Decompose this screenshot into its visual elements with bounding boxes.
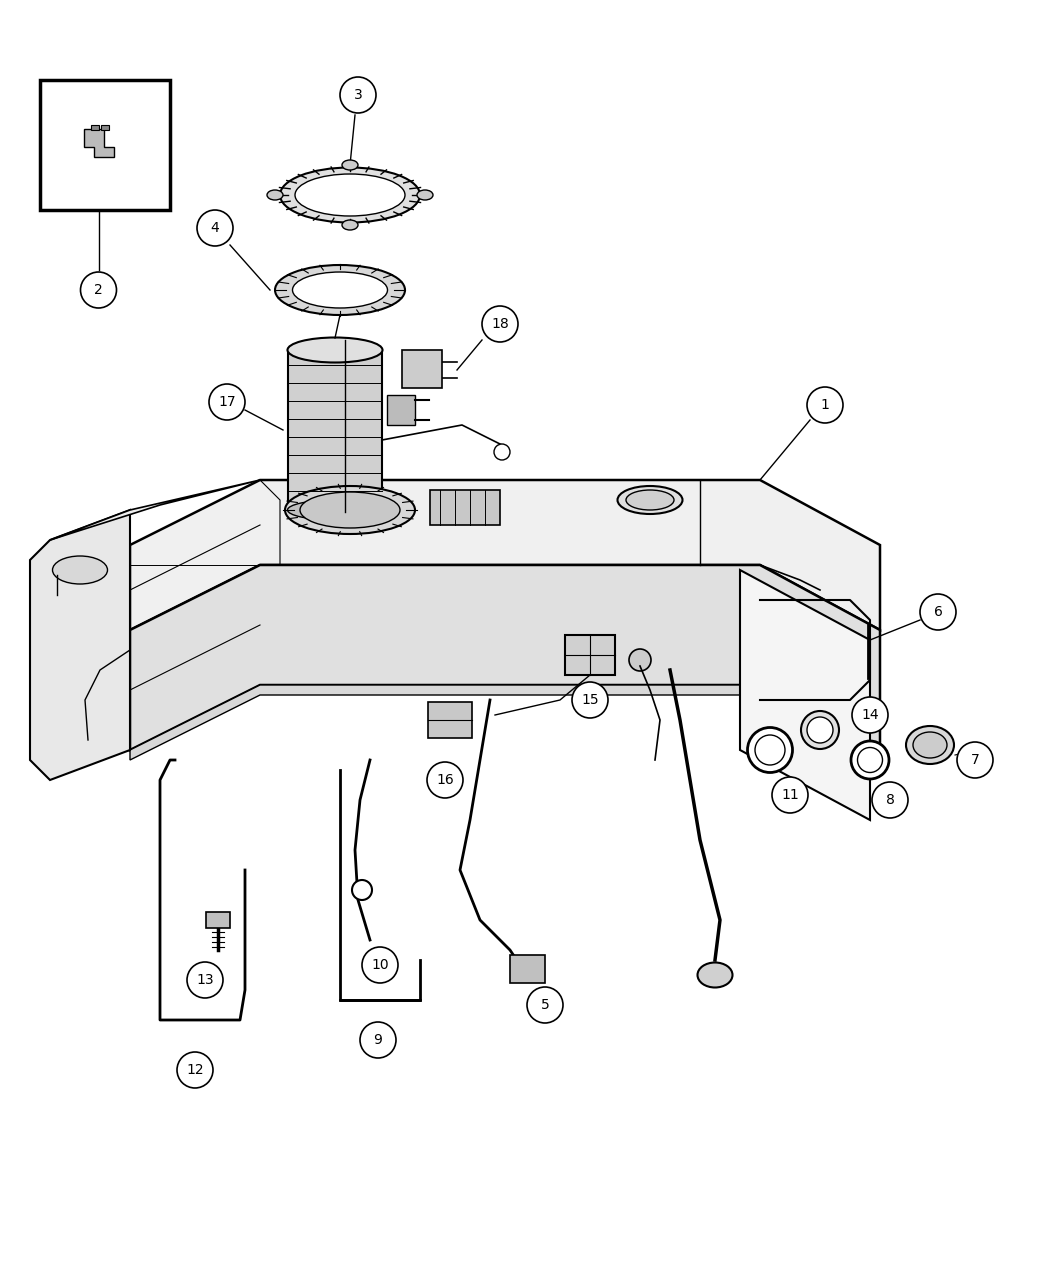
Text: 8: 8	[885, 793, 895, 807]
Text: 16: 16	[436, 773, 454, 787]
Ellipse shape	[288, 500, 382, 520]
Text: 12: 12	[186, 1063, 204, 1077]
FancyBboxPatch shape	[90, 125, 99, 130]
Circle shape	[527, 987, 563, 1023]
Ellipse shape	[285, 486, 415, 534]
Text: 13: 13	[196, 973, 214, 987]
Text: 9: 9	[374, 1033, 382, 1047]
Ellipse shape	[906, 725, 954, 764]
Ellipse shape	[626, 490, 674, 510]
Circle shape	[197, 210, 233, 246]
Circle shape	[920, 594, 956, 630]
Polygon shape	[288, 351, 382, 510]
Ellipse shape	[755, 734, 785, 765]
Circle shape	[340, 76, 376, 113]
Circle shape	[177, 1052, 213, 1088]
FancyBboxPatch shape	[101, 125, 108, 130]
Ellipse shape	[801, 711, 839, 748]
Polygon shape	[130, 479, 880, 630]
Ellipse shape	[617, 486, 682, 514]
Text: 14: 14	[861, 708, 879, 722]
Ellipse shape	[300, 492, 400, 528]
FancyBboxPatch shape	[510, 955, 545, 983]
Text: 4: 4	[211, 221, 219, 235]
Ellipse shape	[858, 747, 882, 773]
FancyBboxPatch shape	[428, 703, 472, 738]
Text: 17: 17	[218, 395, 236, 409]
Circle shape	[427, 762, 463, 798]
Circle shape	[872, 782, 908, 819]
FancyBboxPatch shape	[387, 395, 415, 425]
Circle shape	[81, 272, 117, 309]
Circle shape	[957, 742, 993, 778]
Polygon shape	[50, 479, 260, 541]
Polygon shape	[30, 510, 130, 780]
FancyBboxPatch shape	[40, 80, 170, 210]
Text: 10: 10	[372, 958, 388, 972]
Ellipse shape	[697, 963, 733, 988]
Polygon shape	[740, 570, 870, 820]
Circle shape	[772, 776, 808, 813]
Ellipse shape	[914, 732, 947, 759]
Ellipse shape	[267, 190, 284, 200]
Ellipse shape	[288, 338, 382, 362]
Circle shape	[852, 697, 888, 733]
Ellipse shape	[295, 173, 405, 215]
FancyBboxPatch shape	[206, 912, 230, 928]
Text: 15: 15	[582, 694, 598, 708]
FancyBboxPatch shape	[565, 635, 615, 674]
Text: 1: 1	[820, 398, 830, 412]
Ellipse shape	[748, 728, 793, 773]
Ellipse shape	[293, 272, 387, 309]
Ellipse shape	[342, 159, 358, 170]
Text: 3: 3	[354, 88, 362, 102]
FancyBboxPatch shape	[430, 490, 500, 525]
Ellipse shape	[342, 221, 358, 230]
Circle shape	[494, 444, 510, 460]
Text: 11: 11	[781, 788, 799, 802]
Ellipse shape	[850, 741, 889, 779]
Circle shape	[362, 947, 398, 983]
Polygon shape	[84, 129, 113, 157]
Ellipse shape	[275, 265, 405, 315]
Ellipse shape	[807, 717, 833, 743]
Ellipse shape	[352, 880, 372, 900]
Polygon shape	[130, 685, 880, 760]
Circle shape	[807, 388, 843, 423]
Text: 5: 5	[541, 998, 549, 1012]
Circle shape	[209, 384, 245, 419]
Text: 2: 2	[94, 283, 103, 297]
Text: 6: 6	[933, 606, 943, 618]
Circle shape	[360, 1023, 396, 1058]
Text: 18: 18	[491, 317, 509, 332]
Circle shape	[187, 963, 223, 998]
FancyBboxPatch shape	[402, 351, 442, 388]
Circle shape	[482, 306, 518, 342]
Circle shape	[572, 682, 608, 718]
Ellipse shape	[52, 556, 107, 584]
Polygon shape	[130, 565, 880, 750]
Ellipse shape	[417, 190, 433, 200]
Ellipse shape	[280, 167, 420, 223]
Ellipse shape	[629, 649, 651, 671]
Text: 7: 7	[970, 754, 980, 768]
